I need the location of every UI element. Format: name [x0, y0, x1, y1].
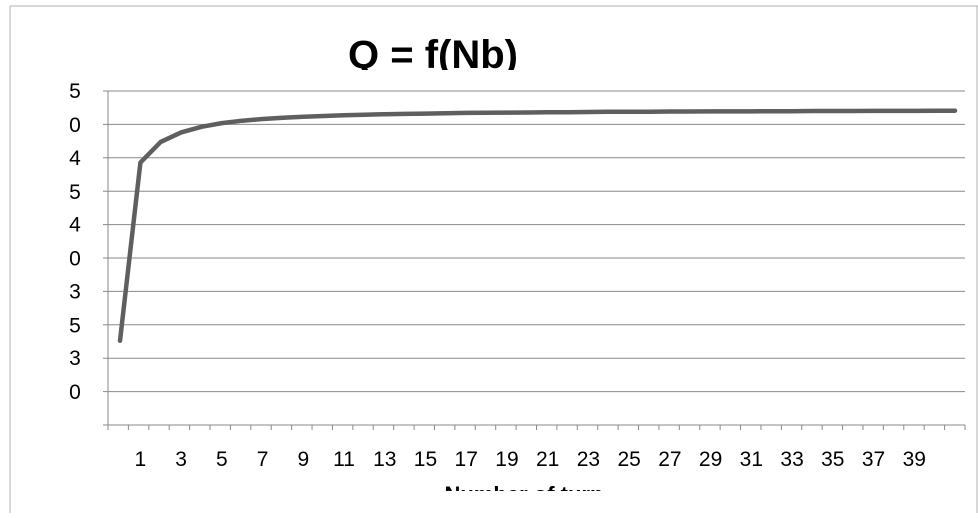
y-tick-label: 0	[69, 248, 81, 271]
y-tick-label: 3	[69, 280, 81, 303]
x-tick-label: 7	[257, 448, 269, 471]
x-tick-label: 15	[414, 448, 437, 471]
y-tick-label: 5	[69, 181, 81, 204]
y-tick-label: 4	[69, 147, 81, 170]
axes	[103, 90, 966, 430]
y-tick-label: 4	[69, 214, 81, 237]
x-tick-label: 17	[455, 448, 478, 471]
y-tick-label: 0	[69, 114, 81, 137]
x-tick-label: 29	[699, 448, 722, 471]
xlabel-clip-mask	[380, 491, 680, 513]
y-tick-labels: 5 0 4 5 4 0 3 5 3 0	[69, 80, 81, 404]
y-tick-label: 5	[69, 80, 81, 103]
x-tick-labels: 1 3 5 7 9 11 13 15 17 19 21 23 25 27 29 31 33 35 37 39	[135, 448, 926, 471]
x-tick-label: 27	[658, 448, 681, 471]
gridlines	[108, 90, 965, 393]
chart-title: Q = f(Nb)	[348, 33, 518, 77]
x-tick-label: 1	[135, 448, 147, 471]
x-tick-label: 13	[373, 448, 396, 471]
x-tick-label: 19	[495, 448, 518, 471]
x-tick-label: 25	[617, 448, 640, 471]
x-tick-label: 31	[740, 448, 763, 471]
x-tick-label: 9	[297, 448, 309, 471]
x-tick-label: 39	[903, 448, 926, 471]
title-clip-mask	[300, 70, 600, 90]
x-tick-label: 21	[536, 448, 559, 471]
series-lines	[117, 108, 958, 343]
series-line-0	[117, 108, 958, 343]
x-tick-label: 3	[175, 448, 187, 471]
x-tick-label: 23	[577, 448, 600, 471]
y-tick-label: 5	[69, 314, 81, 337]
y-tick-label: 3	[69, 347, 81, 370]
x-tick-label: 35	[821, 448, 844, 471]
x-tick-label: 33	[780, 448, 803, 471]
x-tick-label: 37	[862, 448, 885, 471]
x-tick-label: 11	[333, 448, 355, 471]
y-tick-label: 0	[69, 381, 81, 404]
x-tick-label: 5	[216, 448, 228, 471]
